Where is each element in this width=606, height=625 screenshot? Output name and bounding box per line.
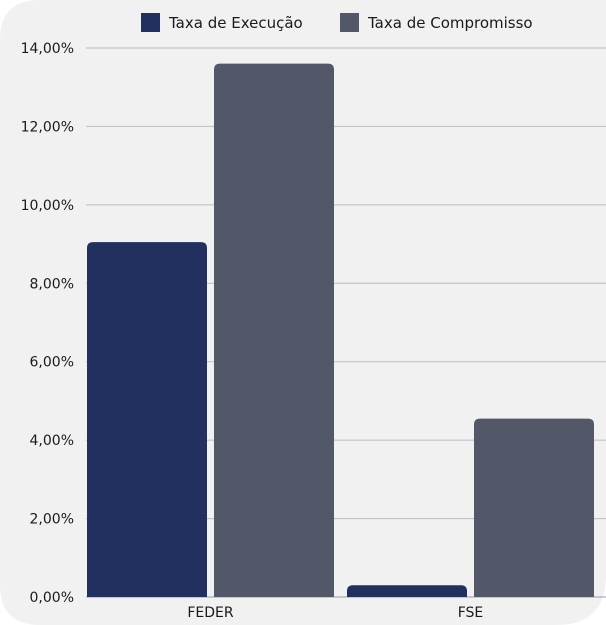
y-tick-label: 6,00% <box>30 355 74 371</box>
bar-feder-series-1 <box>214 63 334 597</box>
y-axis-tick-labels: 0,00% 2,00% 4,00% 6,00% 8,00% 10,00% 12,00% 14,… <box>21 41 74 606</box>
x-category-label: FSE <box>458 605 484 621</box>
bar-fse-series-0 <box>347 585 467 597</box>
y-tick-label: 8,00% <box>30 276 74 292</box>
legend-swatch <box>141 13 160 32</box>
y-tick-label: 10,00% <box>21 198 74 214</box>
legend-label: Taxa de Compromisso <box>367 14 533 32</box>
y-tick-label: 0,00% <box>30 590 74 606</box>
x-category-label: FEDER <box>187 605 234 621</box>
legend: Taxa de Execução Taxa de Compromisso <box>141 13 533 32</box>
bar-fse-series-1 <box>474 418 594 597</box>
x-axis-category-labels: FEDER FSE <box>187 605 483 621</box>
bars <box>87 63 594 597</box>
legend-swatch <box>340 13 359 32</box>
legend-label: Taxa de Execução <box>168 14 303 32</box>
y-tick-label: 14,00% <box>21 41 74 57</box>
y-tick-label: 4,00% <box>30 433 74 449</box>
bar-feder-series-0 <box>87 242 207 597</box>
y-tick-label: 2,00% <box>30 512 74 528</box>
y-tick-label: 12,00% <box>21 119 74 135</box>
